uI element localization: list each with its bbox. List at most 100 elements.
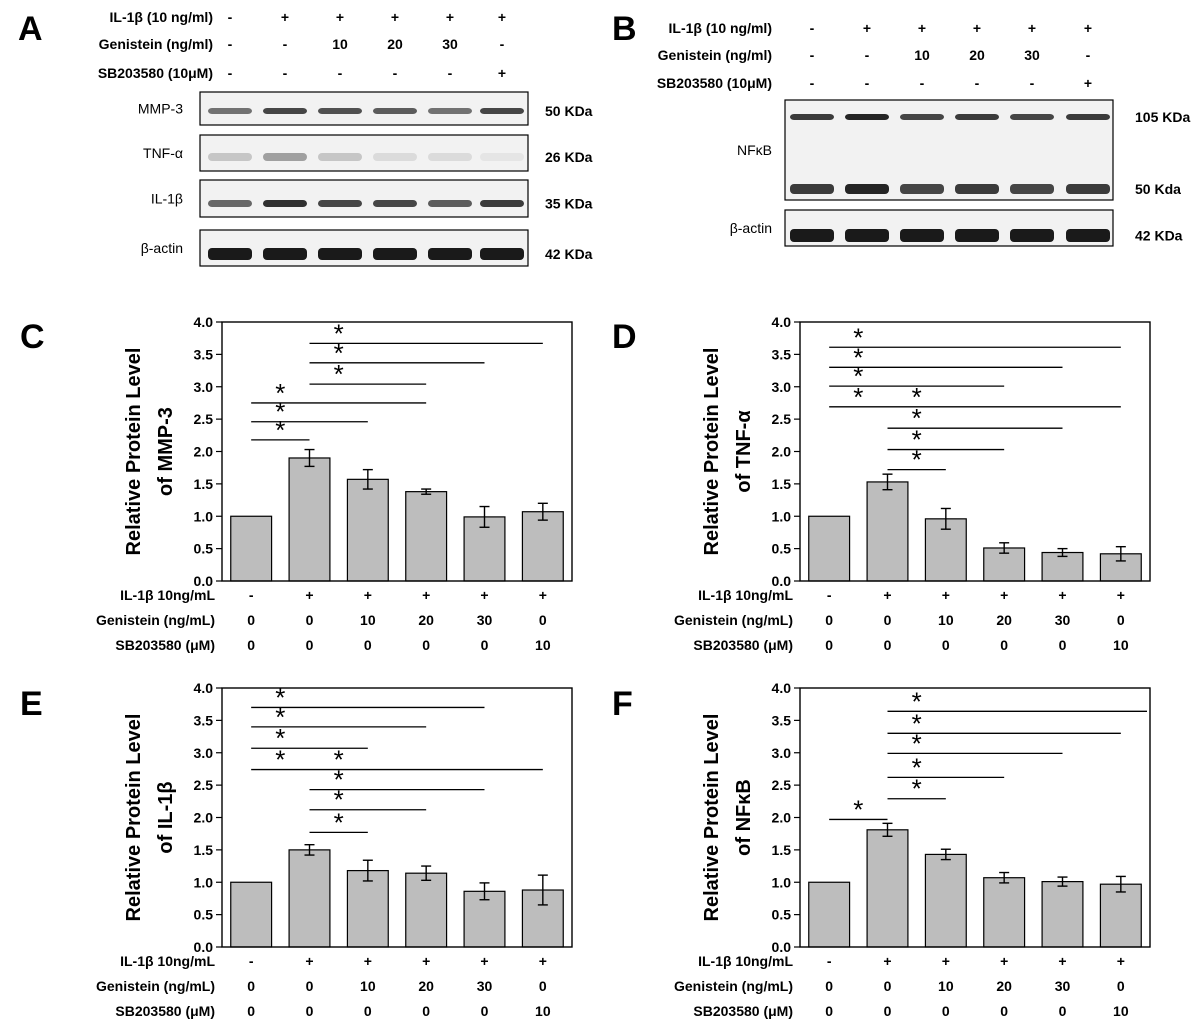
bar <box>808 881 851 948</box>
condition-value: - <box>827 953 832 969</box>
y-tick-label: 0.0 <box>772 573 792 589</box>
bar <box>288 457 331 582</box>
blot-band <box>373 153 417 161</box>
significance-star: * <box>853 794 863 824</box>
significance-star: * <box>912 752 922 782</box>
blot-MMP-3: MMP-3 50 KDa <box>138 91 593 126</box>
blot-condition-value: - <box>810 75 815 91</box>
panel-label: F <box>612 685 633 723</box>
bar <box>866 829 909 948</box>
blot-condition-value: + <box>1084 20 1092 36</box>
y-tick-label: 2.0 <box>772 444 792 460</box>
blot-kda: 50 KDa <box>545 103 593 119</box>
panel-label: C <box>20 318 45 356</box>
blot-band <box>373 248 417 260</box>
significance-star: * <box>853 382 863 412</box>
blot-band <box>480 200 524 207</box>
blot-condition-value: - <box>810 47 815 63</box>
blot-band <box>428 108 472 114</box>
y-tick-label: 1.5 <box>194 476 214 492</box>
blot-condition-value: - <box>338 65 343 81</box>
blot-band <box>955 184 999 194</box>
condition-value: + <box>1117 587 1125 603</box>
blot-condition-value: + <box>863 20 871 36</box>
blot-band <box>208 248 252 260</box>
significance-star: * <box>334 745 344 775</box>
blot-kda: 35 KDa <box>545 196 593 212</box>
blot-NFκB: NFκB 105 KDa 50 Kda <box>737 99 1190 201</box>
condition-value: 0 <box>247 1003 255 1019</box>
y-axis-label: of TNF-α <box>733 410 755 493</box>
blot-band <box>480 108 524 114</box>
condition-label: SB203580 (μM) <box>693 637 793 653</box>
condition-value: 0 <box>1059 637 1067 653</box>
y-tick-label: 1.0 <box>772 508 792 524</box>
bar <box>924 853 967 948</box>
blot-band <box>790 114 834 120</box>
blot-kda: 50 Kda <box>1135 181 1181 197</box>
bar <box>1041 881 1084 948</box>
y-tick-label: 3.0 <box>194 379 214 395</box>
blot-condition-value: + <box>336 9 344 25</box>
condition-value: 0 <box>825 637 833 653</box>
y-axis-label: Relative Protein Level <box>701 348 723 556</box>
western-blot-panel-b: B IL-1β (10 ng/ml) - + + + + + Genistein (ng/ml)… <box>612 10 1190 247</box>
blot-band <box>208 108 252 114</box>
significance-star: * <box>912 445 922 475</box>
y-tick-label: 0.5 <box>772 907 792 923</box>
blot-condition-value: + <box>1028 20 1036 36</box>
blot-band <box>480 153 524 161</box>
condition-value: + <box>422 587 430 603</box>
condition-value: + <box>883 953 891 969</box>
condition-value: 0 <box>884 612 892 628</box>
condition-value: + <box>305 587 313 603</box>
blot-β-actin: β-actin 42 KDa <box>141 229 593 267</box>
condition-value: - <box>249 953 254 969</box>
y-tick-label: 3.5 <box>194 346 214 362</box>
condition-value: 30 <box>477 612 493 628</box>
blot-condition-label: IL-1β (10 ng/ml) <box>110 9 213 25</box>
condition-value: + <box>422 953 430 969</box>
blot-band <box>790 184 834 194</box>
condition-value: + <box>942 953 950 969</box>
blot-box <box>784 209 1114 247</box>
significance-star: * <box>912 382 922 412</box>
y-tick-label: 1.0 <box>194 508 214 524</box>
significance-star: * <box>334 359 344 389</box>
significance-star: * <box>275 397 285 427</box>
y-tick-label: 3.0 <box>772 379 792 395</box>
y-tick-label: 1.5 <box>194 842 214 858</box>
blot-band <box>900 114 944 120</box>
significance-star: * <box>275 723 285 753</box>
y-tick-label: 0.0 <box>194 939 214 955</box>
bar <box>230 881 273 948</box>
blot-band <box>428 248 472 260</box>
condition-value: 0 <box>247 612 255 628</box>
bar <box>983 547 1026 582</box>
y-tick-label: 3.5 <box>194 712 214 728</box>
blot-band <box>373 108 417 114</box>
bar <box>983 877 1026 948</box>
blot-condition-label: SB203580 (10μM) <box>657 75 772 91</box>
blot-box <box>199 179 529 218</box>
condition-label: IL-1β 10ng/mL <box>698 953 793 969</box>
condition-value: 0 <box>884 978 892 994</box>
y-axis-label: of NFκB <box>733 779 755 856</box>
blot-kda: 42 KDa <box>545 246 593 262</box>
blot-band <box>900 229 944 242</box>
bar-chart-d: D 0.0 0.5 1.0 1.5 2.0 2.5 3.0 3.5 4.0 Relative Pro… <box>612 314 1151 653</box>
y-tick-label: 2.0 <box>194 810 214 826</box>
blot-IL-1β: IL-1β 35 KDa <box>151 179 593 218</box>
y-tick-label: 1.0 <box>194 874 214 890</box>
condition-value: 0 <box>306 612 314 628</box>
y-tick-label: 3.5 <box>772 712 792 728</box>
blot-box <box>784 99 1114 201</box>
condition-value: 0 <box>481 637 489 653</box>
y-axis-label: of IL-1β <box>155 781 177 853</box>
blot-band <box>263 248 307 260</box>
bar <box>1099 883 1142 948</box>
condition-value: + <box>480 587 488 603</box>
blot-band <box>208 153 252 161</box>
y-tick-label: 4.0 <box>194 314 214 330</box>
